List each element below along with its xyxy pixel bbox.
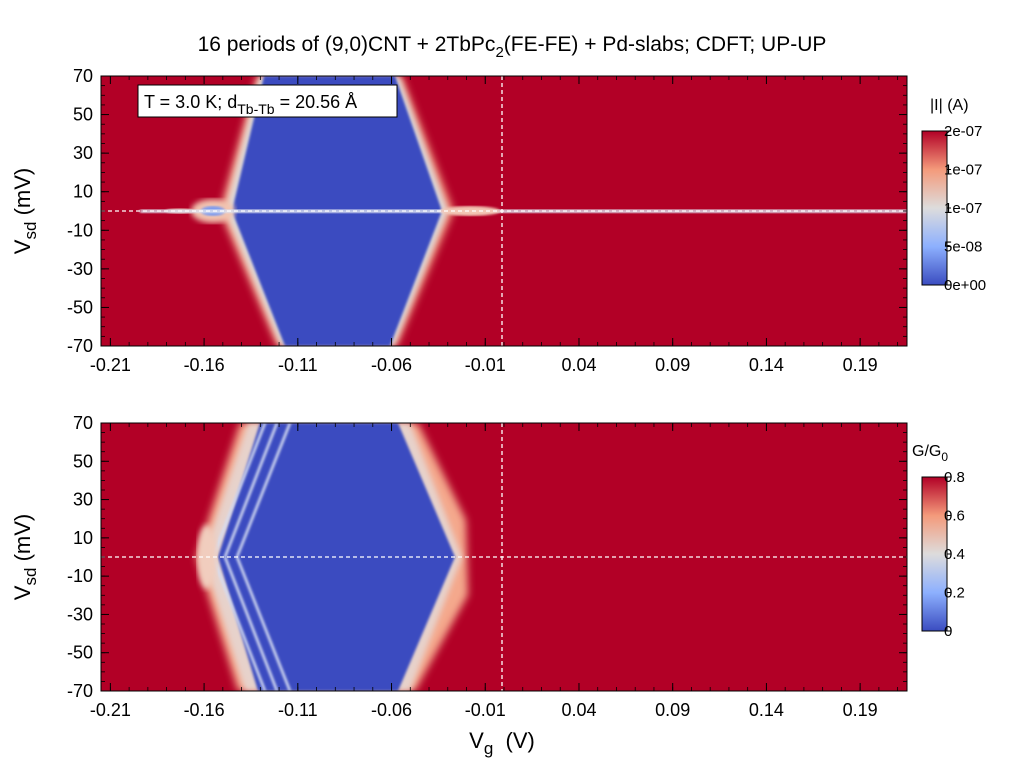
conductance-ytick-label: 70 [73,413,93,433]
conductance-xtick-label: -0.06 [371,700,412,720]
figure-title: 16 periods of (9,0)CNT + 2TbPc2(FE-FE) +… [198,33,827,61]
current-ytick-label: 10 [73,182,93,202]
conductance-xtick-label: 0.09 [655,700,690,720]
conductance-colorbar-title: G/G0 [912,443,948,464]
current-xtick-label: -0.11 [278,355,318,375]
conductance-xtick-label: 0.14 [749,700,784,720]
current-xtick-label: 0.14 [749,355,784,375]
conductance-colorbar-tick-label: 0.2 [944,585,965,602]
conductance-xtick-label: -0.21 [90,700,131,720]
current-xtick-label: -0.01 [465,355,506,375]
current-colorbar-tick-label: 1e-07 [944,162,982,179]
temperature-annotation: T = 3.0 K; dTb-Tb = 20.56 Å [137,84,398,118]
current-colorbar-tick-label: 0e+00 [944,277,986,294]
current-colorbar: |I| (A) 2e-07 1e-07 1e-07 5e-08 0e+00 [921,97,986,294]
conductance-xtick-label: -0.16 [184,700,225,720]
current-ytick-label: 70 [73,66,93,86]
current-ytick-label: 30 [73,143,93,163]
current-xtick-label: -0.06 [371,355,412,375]
conductance-ytick-label: -10 [67,566,93,586]
current-ytick-label: -10 [67,220,93,240]
current-ylabel: Vsd (mV) [10,168,40,254]
conductance-blockade-diamond [218,423,455,691]
conductance-ylabel: Vsd (mV) [10,514,40,600]
current-colorbar-title: |I| (A) [930,97,969,114]
current-xtick-label: 0.04 [561,355,596,375]
conductance-colorbar-tick-label: 0.4 [944,546,965,563]
current-xtick-label: -0.16 [184,355,225,375]
conductance-colorbar-tick-label: 0.8 [944,469,965,486]
current-panel: -0.21 -0.16 -0.11 -0.06 -0.01 0.04 0.09 0.14 0.1… [10,66,986,375]
current-ytick-label: -30 [67,259,93,279]
current-xtick-label: 0.09 [655,355,690,375]
current-colorbar-tick-label: 2e-07 [944,123,982,140]
current-ytick-label: -70 [67,336,93,356]
conductance-ytick-label: -30 [67,604,93,624]
conductance-colorbar-tick-label: 0.6 [944,508,965,525]
current-colorbar-tick-label: 1e-07 [944,200,982,217]
conductance-xtick-label: 0.04 [561,700,596,720]
conductance-xtick-label: -0.01 [465,700,506,720]
conductance-ytick-label: 10 [73,528,93,548]
current-colorbar-tick-label: 5e-08 [944,239,982,256]
conductance-colorbar: G/G0 0.8 0.6 0.4 0.2 0 [912,443,965,640]
current-ytick-label: -50 [67,297,93,317]
conductance-ytick-label: -70 [67,681,93,701]
current-ytick-label: 50 [73,105,93,125]
conductance-xlabel: Vg (V) [469,728,535,758]
conductance-ytick-label: -50 [67,643,93,663]
conductance-xtick-label: -0.11 [278,700,318,720]
conductance-ytick-label: 30 [73,490,93,510]
svg-text:T = 3.0 K; dTb-Tb = 20.56 Å: T = 3.0 K; dTb-Tb = 20.56 Å [144,92,357,117]
current-xtick-label: -0.21 [90,355,131,375]
excited-state-lines [211,423,292,691]
conductance-ytick-label: 50 [73,451,93,471]
current-xtick-label: 0.19 [843,355,878,375]
conductance-colorbar-tick-label: 0 [944,623,952,640]
conductance-xtick-label: 0.19 [843,700,878,720]
conductance-panel: -0.21 -0.16 -0.11 -0.06 -0.01 0.04 0.09 0.14 0.1… [10,413,965,758]
